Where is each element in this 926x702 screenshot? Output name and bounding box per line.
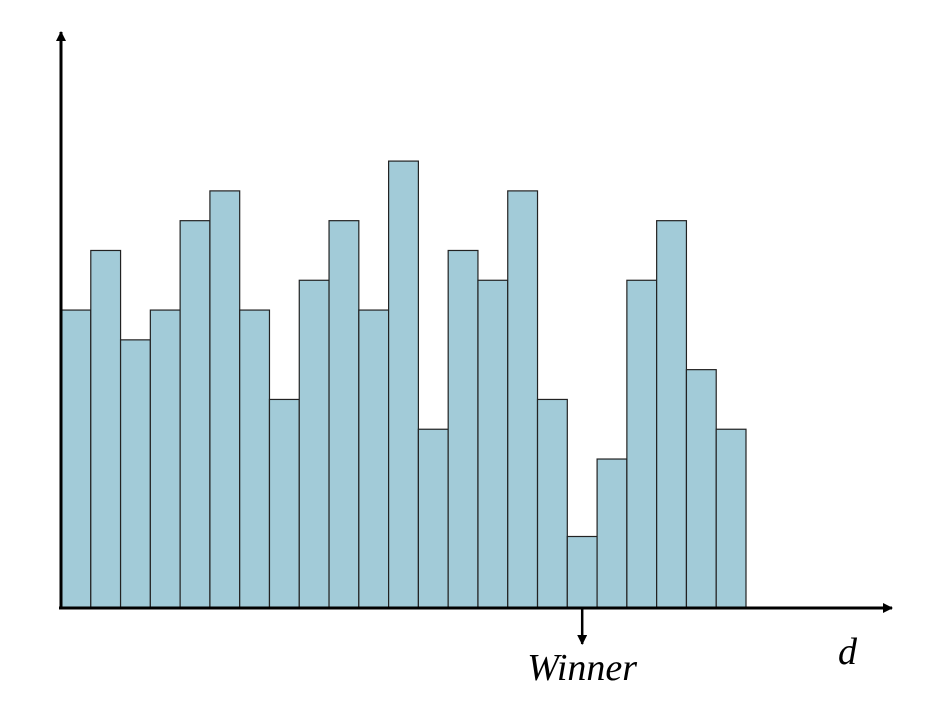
bar	[298, 279, 330, 609]
bar	[90, 249, 122, 609]
x-axis-label: d	[838, 631, 858, 673]
bar	[358, 309, 390, 609]
bar	[149, 309, 181, 609]
bar	[626, 279, 658, 609]
bar	[209, 190, 241, 609]
bar	[447, 249, 479, 609]
bar	[715, 428, 747, 609]
bar	[388, 160, 419, 609]
bar	[685, 369, 717, 609]
bar	[507, 190, 539, 609]
bar	[596, 458, 628, 609]
bar	[417, 428, 449, 609]
bar	[239, 309, 271, 609]
annotation: Winner	[527, 647, 637, 689]
bar	[328, 220, 360, 609]
bar	[119, 339, 151, 609]
bar	[656, 220, 688, 609]
bar	[477, 279, 509, 609]
bar	[566, 535, 598, 609]
bar	[268, 398, 300, 609]
bar	[536, 398, 568, 609]
bars	[60, 160, 747, 609]
bar	[179, 220, 211, 609]
bar	[60, 309, 92, 609]
